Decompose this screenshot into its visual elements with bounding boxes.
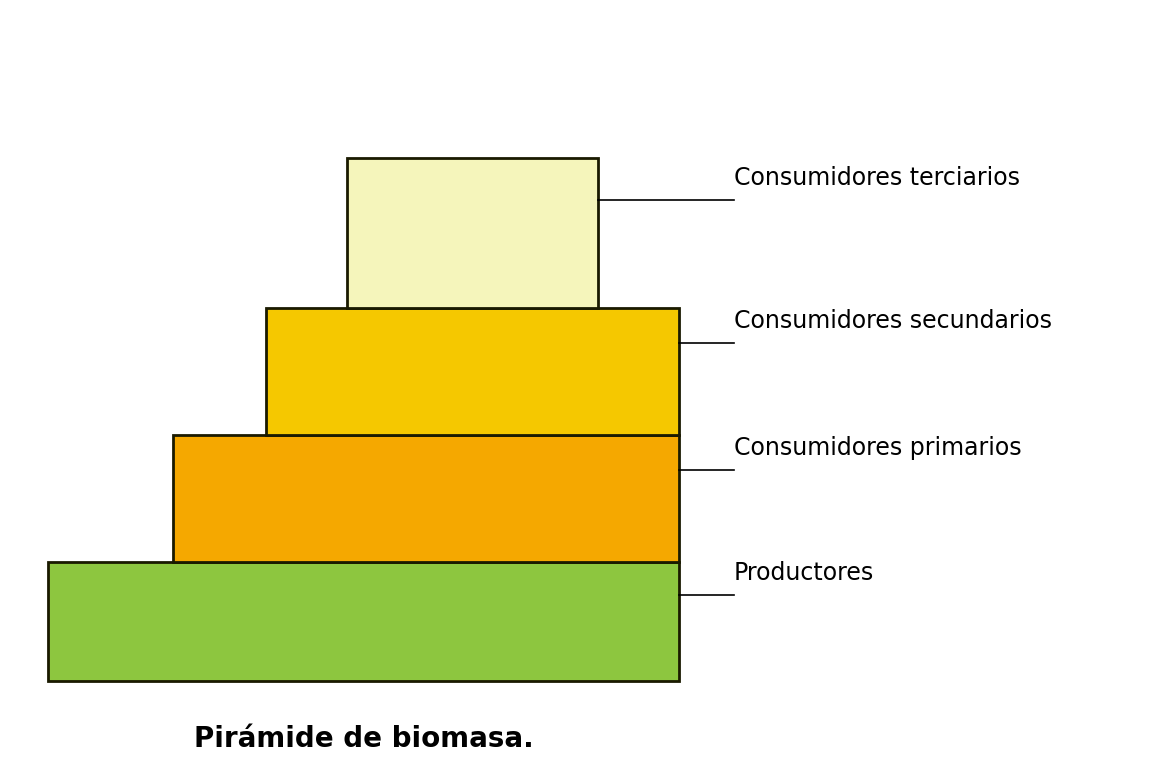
Bar [47,562,680,681]
Text: Consumidores primarios: Consumidores primarios [734,437,1022,460]
Text: Pirámide de biomasa.: Pirámide de biomasa. [194,725,533,753]
Text: Consumidores terciarios: Consumidores terciarios [734,166,1020,190]
Text: Consumidores secundarios: Consumidores secundarios [734,309,1052,334]
Bar [173,435,680,562]
Bar [347,158,598,308]
Bar [266,308,680,435]
Text: Productores: Productores [734,561,874,585]
